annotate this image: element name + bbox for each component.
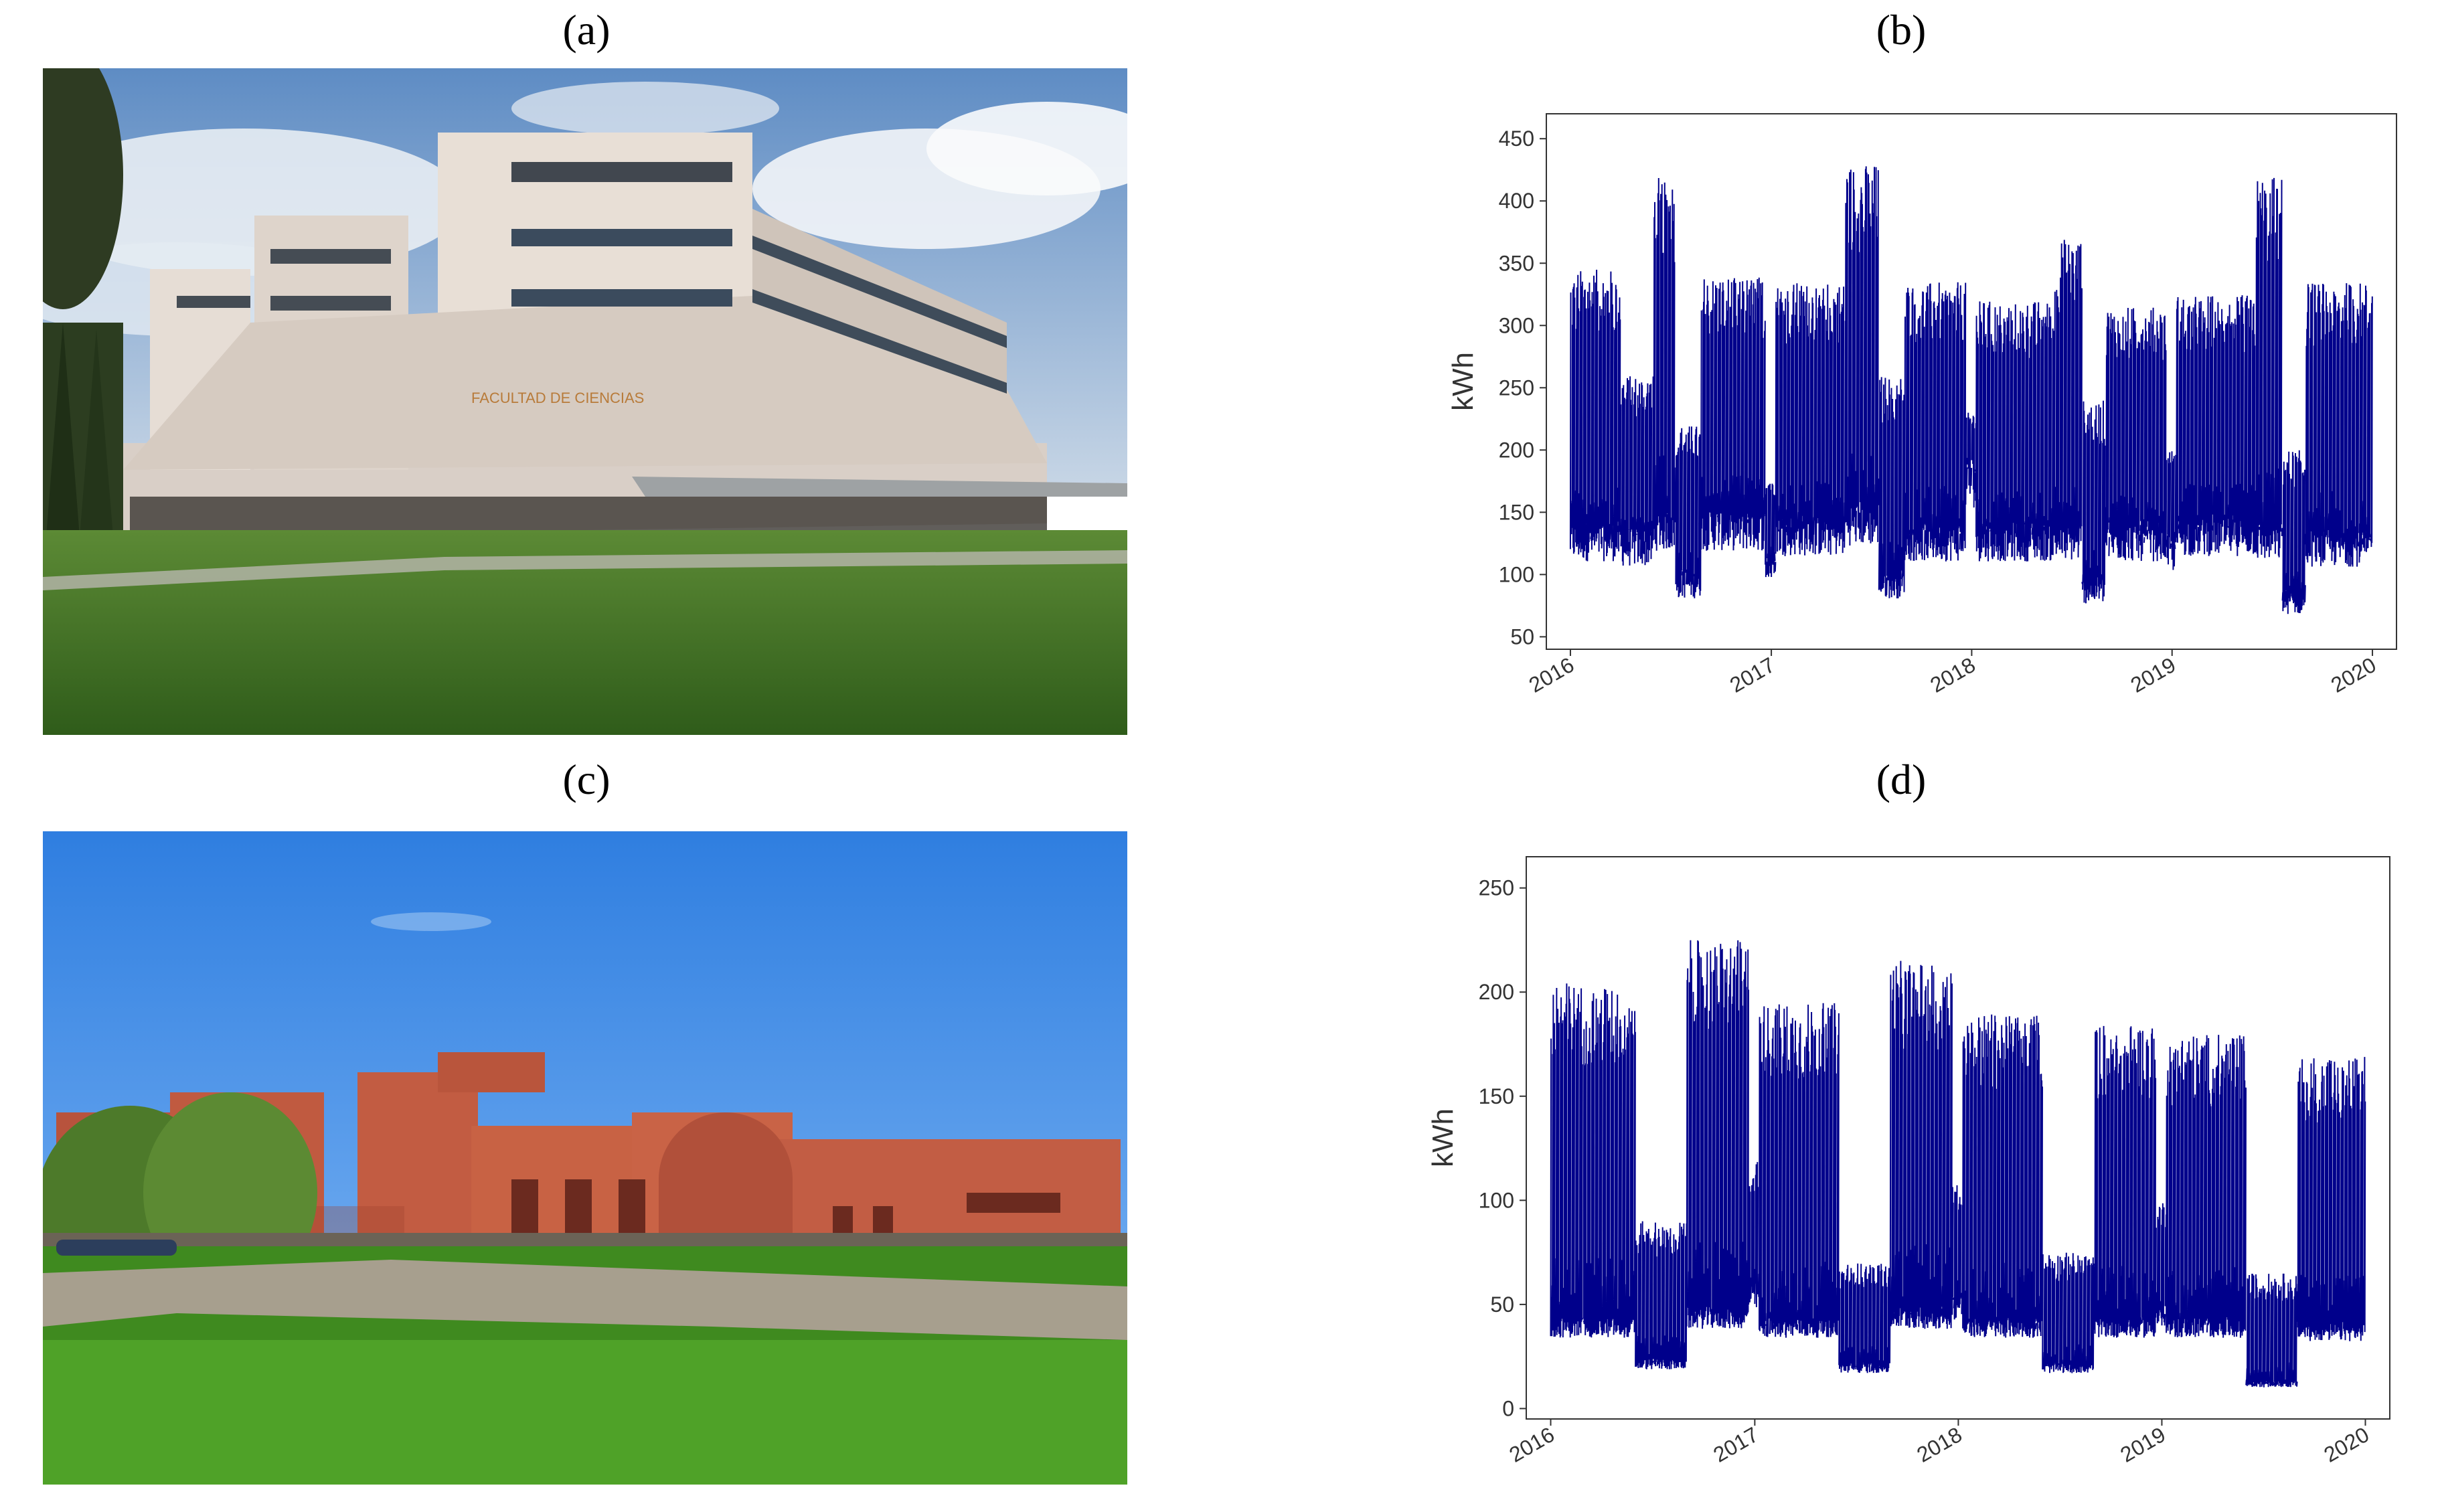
- y-tick-label: 200: [1499, 438, 1534, 462]
- y-tick-label: 100: [1479, 1188, 1514, 1212]
- y-tick-label: 250: [1479, 876, 1514, 900]
- chart-d: 0 50 100 150 200 250 2016 2017 2018 2019 2020 kWh: [1406, 850, 2410, 1493]
- photo-building-c: [43, 831, 1127, 1485]
- y-tick-label: 300: [1499, 313, 1534, 337]
- y-tick-label: 250: [1499, 375, 1534, 400]
- photo-building-a: FACULTAD DE CIENCIAS: [43, 68, 1127, 735]
- y-tick-label: 400: [1499, 189, 1534, 213]
- x-tick-label: 2018: [1926, 653, 1979, 697]
- x-tick-label: 2016: [1525, 653, 1578, 697]
- series-line: [1550, 940, 2366, 1388]
- x-tick-label: 2020: [2320, 1422, 2373, 1467]
- panel-label-d: (d): [1876, 756, 1927, 803]
- y-tick-label: 150: [1479, 1084, 1514, 1108]
- y-tick-label: 50: [1510, 624, 1534, 649]
- x-tick-label: 2018: [1913, 1422, 1966, 1467]
- y-tick-label: 350: [1499, 251, 1534, 275]
- x-tick-label: 2020: [2327, 653, 2380, 697]
- y-tick-label: 150: [1499, 500, 1534, 524]
- y-tick-label: 100: [1499, 562, 1534, 586]
- x-tick-label: 2019: [2127, 653, 2180, 697]
- y-tick-label: 50: [1490, 1292, 1514, 1317]
- y-tick-label: 450: [1499, 127, 1534, 151]
- y-tick-label: 0: [1502, 1396, 1514, 1420]
- x-tick-label: 2016: [1505, 1422, 1558, 1467]
- y-axis-label: kWh: [1427, 1108, 1459, 1167]
- chart-b: 50 100 150 200 250 300 350 400 450 2016 2017 2018 20…: [1426, 107, 2403, 730]
- y-tick-label: 200: [1479, 980, 1514, 1004]
- x-tick-label: 2019: [2116, 1422, 2170, 1467]
- panel-label-c: (c): [562, 756, 611, 803]
- x-tick-label: 2017: [1709, 1422, 1763, 1467]
- y-axis-label: kWh: [1447, 352, 1479, 411]
- building-sign: FACULTAD DE CIENCIAS: [471, 390, 644, 406]
- panel-label-b: (b): [1876, 6, 1927, 54]
- series-line: [1569, 166, 2373, 614]
- panel-label-a: (a): [562, 6, 611, 54]
- x-tick-label: 2017: [1726, 653, 1779, 697]
